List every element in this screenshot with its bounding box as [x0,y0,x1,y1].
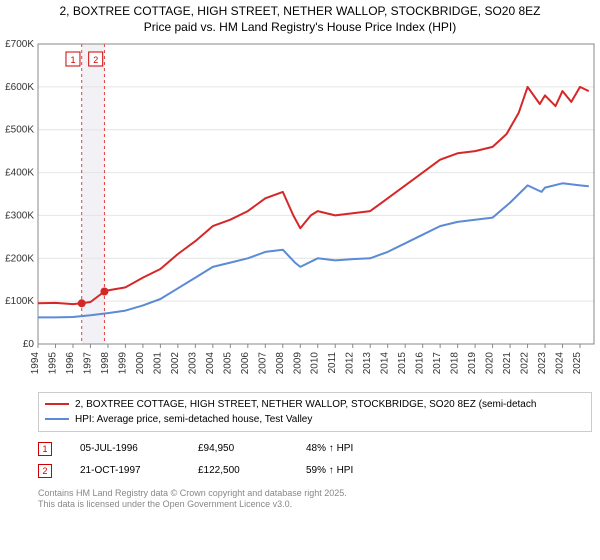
svg-text:2012: 2012 [345,351,356,374]
legend-item: 2, BOXTREE COTTAGE, HIGH STREET, NETHER … [45,397,585,412]
svg-text:2004: 2004 [205,351,216,374]
sale-date: 05-JUL-1996 [80,443,170,454]
svg-text:2001: 2001 [152,351,163,374]
svg-text:2000: 2000 [135,351,146,374]
sale-pct: 59% ↑ HPI [306,465,396,476]
svg-text:2021: 2021 [502,351,513,374]
legend-label: 2, BOXTREE COTTAGE, HIGH STREET, NETHER … [75,397,536,412]
sale-row: 2 21-OCT-1997 £122,500 59% ↑ HPI [38,460,592,482]
svg-text:2023: 2023 [537,351,548,374]
svg-text:£600K: £600K [5,81,34,92]
footer-line1: Contains HM Land Registry data © Crown c… [38,488,592,500]
svg-text:2014: 2014 [380,351,391,374]
svg-text:£700K: £700K [5,39,34,50]
legend: 2, BOXTREE COTTAGE, HIGH STREET, NETHER … [38,392,592,432]
sale-pct: 48% ↑ HPI [306,443,396,454]
svg-text:1996: 1996 [65,351,76,374]
line-chart: £0 £100K £200K £300K £400K £500K £600K £700K 199… [0,38,600,388]
chart-title-line1: 2, BOXTREE COTTAGE, HIGH STREET, NETHER … [0,0,600,20]
svg-text:£0: £0 [23,339,35,350]
svg-text:£300K: £300K [5,210,34,221]
svg-text:2017: 2017 [432,351,443,374]
svg-text:2020: 2020 [485,351,496,374]
svg-text:1994: 1994 [30,351,41,374]
svg-text:2007: 2007 [257,351,268,374]
svg-text:2010: 2010 [310,351,321,374]
svg-text:2013: 2013 [362,351,373,374]
sales-table: 1 05-JUL-1996 £94,950 48% ↑ HPI 2 21-OCT-1997… [38,438,592,482]
svg-text:2016: 2016 [415,351,426,374]
chart-title-line2: Price paid vs. HM Land Registry's House … [0,20,600,38]
footer-attribution: Contains HM Land Registry data © Crown c… [38,488,592,511]
svg-text:2006: 2006 [240,351,251,374]
svg-text:1997: 1997 [82,351,93,374]
sale-date: 21-OCT-1997 [80,465,170,476]
chart-area: £0 £100K £200K £300K £400K £500K £600K £700K 199… [0,38,600,388]
svg-text:2003: 2003 [187,351,198,374]
svg-text:2011: 2011 [327,351,338,373]
svg-text:1: 1 [70,55,75,65]
svg-text:1999: 1999 [117,351,128,374]
svg-text:£500K: £500K [5,124,34,135]
svg-text:2002: 2002 [170,351,181,374]
svg-text:2: 2 [93,55,98,65]
svg-text:£200K: £200K [5,253,34,264]
footer-line2: This data is licensed under the Open Gov… [38,499,592,511]
svg-text:2005: 2005 [222,351,233,374]
svg-text:1995: 1995 [47,351,58,374]
sale-marker: 1 [38,442,52,456]
sale-price: £94,950 [198,443,278,454]
svg-text:2022: 2022 [520,351,531,374]
svg-text:2018: 2018 [450,351,461,374]
svg-text:2008: 2008 [275,351,286,374]
svg-text:2015: 2015 [397,351,408,374]
legend-item: HPI: Average price, semi-detached house,… [45,412,585,427]
legend-swatch [45,418,69,420]
svg-text:2025: 2025 [572,351,583,374]
svg-text:2019: 2019 [467,351,478,374]
svg-text:£100K: £100K [5,296,34,307]
legend-swatch [45,403,69,405]
legend-label: HPI: Average price, semi-detached house,… [75,412,312,427]
svg-text:2009: 2009 [292,351,303,374]
svg-text:2024: 2024 [555,351,566,374]
svg-text:£400K: £400K [5,167,34,178]
svg-text:1998: 1998 [100,351,111,374]
sale-marker: 2 [38,464,52,478]
sale-row: 1 05-JUL-1996 £94,950 48% ↑ HPI [38,438,592,460]
sale-price: £122,500 [198,465,278,476]
